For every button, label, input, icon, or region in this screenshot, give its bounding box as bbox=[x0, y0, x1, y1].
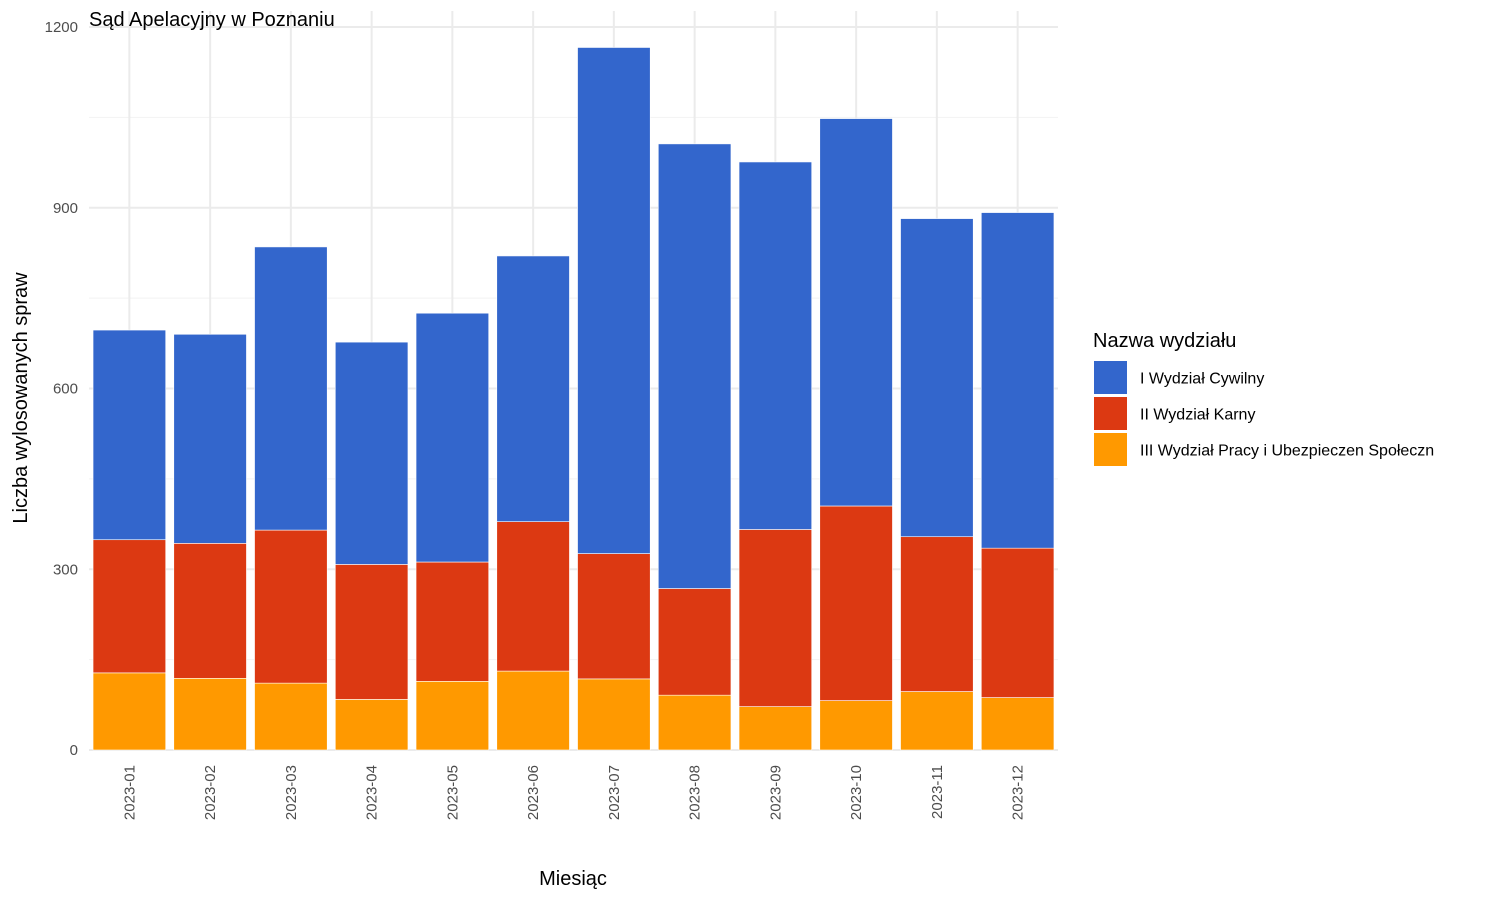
bar-segment bbox=[819, 118, 893, 507]
bar-segment bbox=[496, 521, 570, 672]
bar-segment bbox=[92, 539, 167, 674]
bar-segment bbox=[577, 678, 651, 751]
bar-segment bbox=[980, 697, 1055, 751]
legend-label: III Wydział Pracy i Ubezpieczen Społeczn bbox=[1140, 443, 1434, 460]
x-tick-label: 2023-11 bbox=[929, 765, 946, 819]
bar-segment bbox=[980, 212, 1055, 549]
bar-segment bbox=[657, 143, 732, 589]
y-tick-label: 0 bbox=[70, 742, 78, 759]
legend-label: I Wydział Cywilny bbox=[1140, 371, 1264, 388]
x-tick-label: 2023-08 bbox=[687, 765, 704, 820]
bar-segment bbox=[657, 588, 732, 696]
bar-segment bbox=[738, 529, 813, 707]
bar-segment bbox=[254, 246, 328, 531]
bar-segment bbox=[819, 505, 893, 701]
bar-segment bbox=[415, 312, 490, 563]
bar-segment bbox=[496, 255, 570, 522]
bar-segment bbox=[173, 543, 247, 679]
x-axis-title: Miesiąc bbox=[539, 868, 607, 890]
y-tick-label: 300 bbox=[53, 561, 78, 578]
y-axis-title: Liczba wylosowanych spraw bbox=[10, 272, 32, 524]
bar-segment bbox=[415, 681, 490, 751]
legend: Nazwa wydziału I Wydział Cywilny II Wydzi… bbox=[1093, 330, 1434, 466]
bar-segment bbox=[334, 341, 409, 565]
bar-segment bbox=[173, 333, 247, 544]
bar-segment bbox=[657, 694, 732, 751]
bar-segment bbox=[900, 218, 974, 538]
legend-title: Nazwa wydziału bbox=[1093, 330, 1236, 352]
bar-segment bbox=[92, 672, 167, 751]
y-tick-label: 1200 bbox=[45, 19, 78, 36]
x-tick-label: 2023-06 bbox=[525, 765, 542, 820]
x-tick-label: 2023-05 bbox=[444, 765, 461, 820]
x-tick-label: 2023-12 bbox=[1010, 765, 1027, 820]
y-tick-label: 600 bbox=[53, 381, 78, 398]
bar-segment bbox=[900, 536, 974, 692]
y-tick-label: 900 bbox=[53, 200, 78, 217]
x-tick-label: 2023-07 bbox=[606, 765, 623, 820]
x-tick-label: 2023-09 bbox=[767, 765, 784, 820]
bar-segment bbox=[334, 699, 409, 751]
bar-segment bbox=[254, 682, 328, 751]
x-tick-label: 2023-10 bbox=[848, 765, 865, 820]
bar-segment bbox=[900, 691, 974, 751]
bar-segment bbox=[496, 670, 570, 751]
bar-segment bbox=[980, 547, 1055, 698]
bar-segment bbox=[254, 529, 328, 684]
bar-segment bbox=[738, 706, 813, 751]
legend-label: II Wydział Karny bbox=[1140, 407, 1255, 424]
bar-segment bbox=[415, 561, 490, 682]
bar-segment bbox=[334, 564, 409, 700]
bar-layer bbox=[92, 47, 1055, 751]
bar-segment bbox=[92, 329, 167, 541]
x-tick-label: 2023-04 bbox=[364, 765, 381, 820]
bar-segment bbox=[173, 678, 247, 751]
x-tick-label: 2023-01 bbox=[121, 765, 138, 820]
bar-segment bbox=[577, 553, 651, 680]
axis-layer: 0 300 600 900 1200 2023-01 2023-02 2023-03 2023-… bbox=[45, 19, 1027, 820]
x-tick-label: 2023-02 bbox=[202, 765, 219, 820]
bar-segment bbox=[577, 47, 651, 554]
legend-key bbox=[1094, 361, 1127, 394]
bar-segment bbox=[738, 161, 813, 530]
bar-segment bbox=[819, 700, 893, 751]
x-tick-label: 2023-03 bbox=[283, 765, 300, 820]
chart-title: Sąd Apelacyjny w Poznaniu bbox=[89, 9, 335, 31]
legend-key bbox=[1094, 397, 1127, 430]
legend-key bbox=[1094, 433, 1127, 466]
